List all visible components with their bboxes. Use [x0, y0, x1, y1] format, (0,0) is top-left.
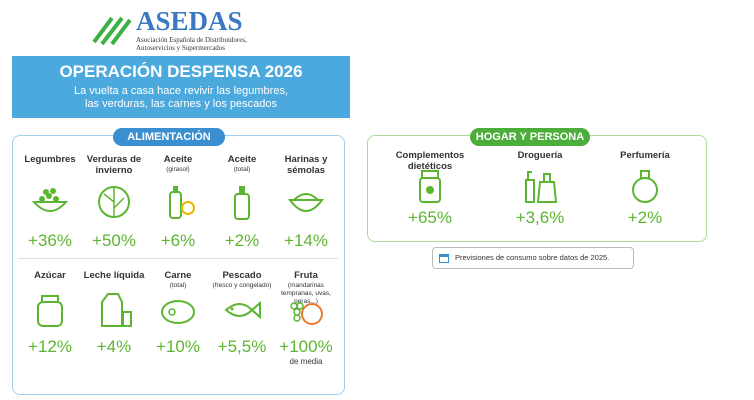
- icon: [37, 295, 63, 327]
- item-note: (mandarinas tempranas, uvas, peras...): [281, 282, 331, 305]
- item-name: Droguería: [517, 150, 563, 161]
- icon: [169, 186, 195, 219]
- item-suffix: de media: [289, 357, 323, 366]
- icon: [290, 302, 323, 325]
- icon: [234, 186, 250, 220]
- item-name: Perfumería: [620, 150, 670, 161]
- item-value: +65%: [408, 208, 452, 227]
- banner-line: La vuelta a casa hace revivir las legumb…: [74, 85, 288, 97]
- food-title: ALIMENTACIÓN: [113, 128, 225, 146]
- icon: [98, 186, 130, 218]
- item-name: Verduras de invierno: [86, 154, 142, 176]
- item-name: Fruta: [294, 270, 318, 281]
- item-name: Legumbres: [24, 154, 76, 165]
- item-value: +3,6%: [515, 208, 565, 227]
- icon: [161, 300, 195, 324]
- icon: [288, 193, 324, 212]
- item-name: Leche líquida: [83, 270, 145, 281]
- item-name: Aceite: [163, 154, 193, 165]
- icon: [525, 171, 558, 203]
- divider: [18, 258, 338, 259]
- item-value: +100%: [279, 337, 333, 356]
- icon: [419, 170, 441, 203]
- item-name: Carne: [164, 270, 192, 281]
- note: Previsiones de consumo sobre datos de 20…: [455, 253, 610, 262]
- item-value: +10%: [156, 337, 200, 356]
- item-value: +12%: [28, 337, 72, 356]
- icon: [101, 293, 132, 327]
- banner: OPERACIÓN DESPENSA 2026 La vuelta a casa…: [12, 56, 350, 118]
- banner-title: OPERACIÓN DESPENSA 2026: [59, 62, 303, 81]
- item-note: (total): [233, 166, 251, 173]
- icon: [224, 300, 261, 320]
- item-note: (total): [169, 282, 187, 289]
- item-value: +2%: [224, 231, 260, 250]
- item-name: Azúcar: [34, 270, 66, 281]
- banner-line: las verduras, las carnes y los pescados: [85, 98, 277, 110]
- item-value: +5,5%: [217, 337, 267, 356]
- calendar-icon: [439, 254, 449, 263]
- item-value: +6%: [160, 231, 196, 250]
- item-value: +14%: [284, 231, 328, 250]
- banner-sub: La vuelta a casa hace revivir las legumb…: [12, 85, 350, 111]
- icon: [31, 188, 69, 212]
- item-value: +50%: [92, 231, 136, 250]
- logo-line: Asociación Española de Distribuidores,: [136, 36, 247, 44]
- logo-name: ASEDAS: [136, 6, 243, 36]
- item-value: +4%: [96, 337, 132, 356]
- logo-mark: [92, 16, 132, 46]
- item-name: Harinas y sémolas: [284, 154, 328, 176]
- item-name: Complementos dietéticos: [395, 150, 465, 172]
- home-title: HOGAR Y PERSONA: [470, 128, 590, 146]
- item-note: (fresco y congelado): [212, 282, 272, 289]
- item-value: +2%: [627, 208, 663, 227]
- item-note: (girasol): [166, 166, 190, 173]
- note-box: Previsiones de consumo sobre datos de 20…: [432, 247, 634, 269]
- item-name: Pescado: [222, 270, 262, 281]
- icon: [632, 170, 658, 203]
- logo-line: Autoservicios y Supermercados: [136, 44, 226, 52]
- item-name: Aceite: [227, 154, 257, 165]
- logo-sub: Asociación Española de Distribuidores, Au…: [136, 36, 247, 52]
- item-value: +36%: [28, 231, 72, 250]
